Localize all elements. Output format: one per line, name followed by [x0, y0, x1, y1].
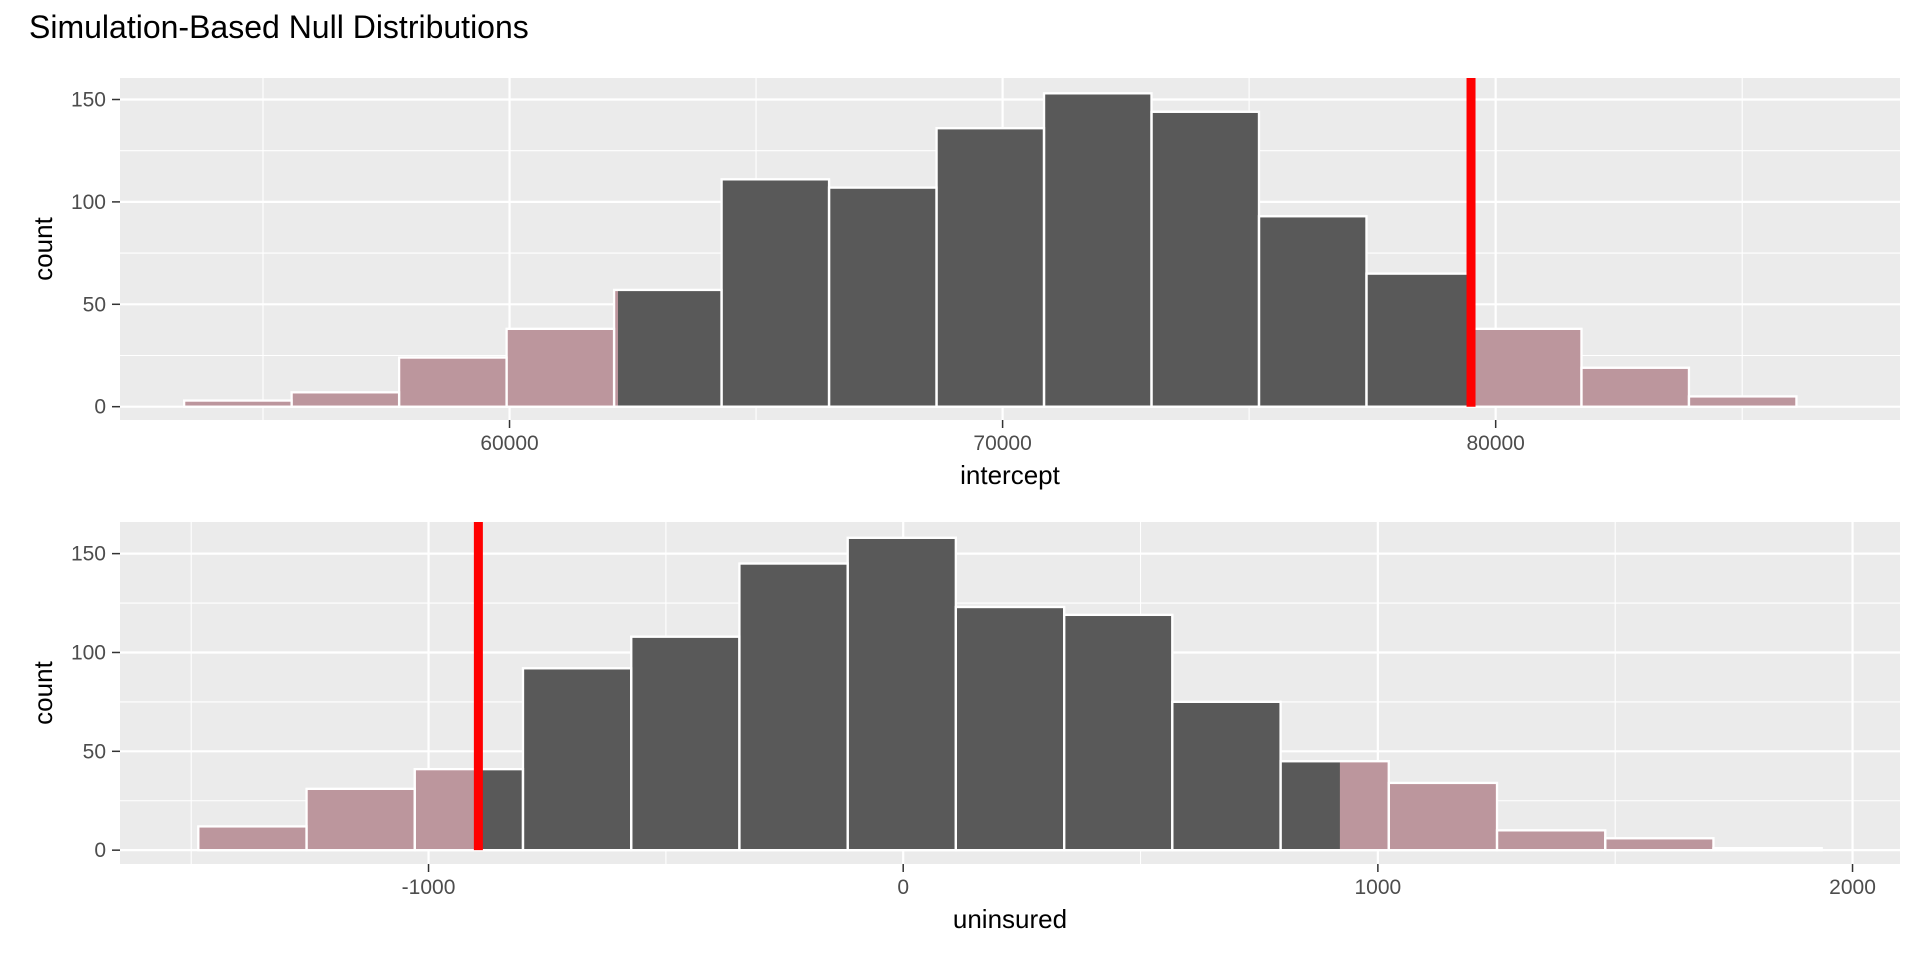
x-tick-label: 60000 [480, 432, 538, 455]
intercept-histogram-panel: 0 50 100 150 60000 70000 80000 intercept count [28, 78, 1900, 490]
y-tick-label: 0 [94, 396, 106, 419]
histogram-bar [1365, 272, 1476, 408]
y-tick-label: 150 [71, 89, 106, 112]
histogram-bar [612, 288, 723, 408]
histogram-bar [630, 635, 741, 852]
y-tick-label: 50 [83, 293, 106, 316]
histogram-bar-outline [1687, 395, 1798, 408]
y-tick-label: 0 [94, 839, 106, 862]
histogram-bar [1063, 613, 1174, 852]
histogram-bar-outline [1712, 847, 1823, 852]
histogram-bar-outline [1580, 366, 1691, 408]
x-axis-title: uninsured [953, 904, 1067, 934]
x-tick-label: -1000 [402, 876, 456, 899]
y-tick-label: 50 [83, 740, 106, 763]
histogram-bar [1257, 215, 1368, 408]
histogram-bar [1042, 92, 1153, 408]
histogram-bar-outline [1604, 837, 1715, 852]
x-tick-label: 1000 [1355, 876, 1402, 899]
histogram-bar [1150, 110, 1261, 408]
histogram-bar [935, 127, 1046, 408]
histogram-bar [738, 562, 849, 852]
y-tick-label: 150 [71, 543, 106, 566]
x-tick-label: 2000 [1829, 876, 1876, 899]
x-tick-label: 80000 [1466, 432, 1524, 455]
y-tick-label: 100 [71, 191, 106, 214]
histogram-bar [1171, 700, 1282, 852]
histogram-bar-outline [1387, 781, 1499, 852]
y-axis-title: count [28, 660, 58, 724]
histogram-bar [720, 178, 831, 408]
histogram-bar [827, 186, 938, 408]
histogram-bar [954, 605, 1066, 852]
x-axis-title: intercept [960, 460, 1060, 490]
y-tick-label: 100 [71, 641, 106, 664]
uninsured-histogram-panel: 0 50 100 150 -1000 0 1000 2000 uninsured count [28, 522, 1900, 934]
histogram-bar [521, 667, 633, 852]
histogram-bar [846, 536, 957, 852]
chart-title: Simulation-Based Null Distributions [29, 9, 529, 45]
x-tick-label: 0 [897, 876, 909, 899]
x-tick-label: 70000 [973, 432, 1031, 455]
y-axis-title: count [28, 216, 58, 280]
